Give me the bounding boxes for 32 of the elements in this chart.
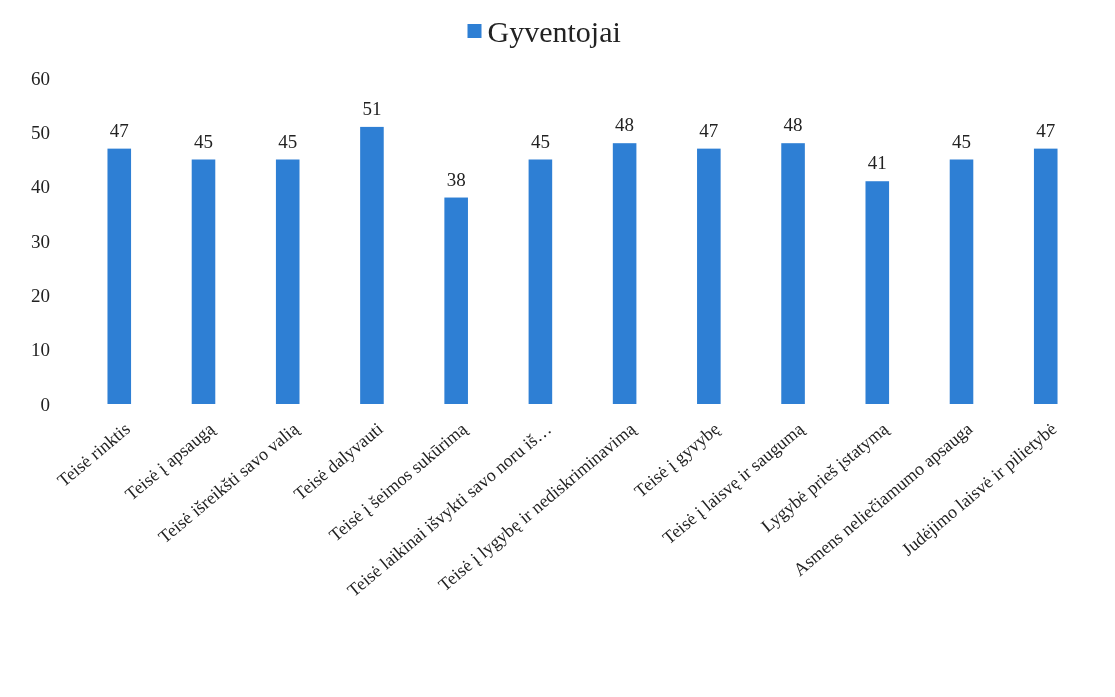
bar [612, 143, 637, 404]
y-tick-label: 20 [31, 284, 50, 306]
data-label: 45 [193, 130, 213, 152]
bar [528, 159, 553, 404]
bar [444, 197, 468, 404]
y-tick-label: 50 [31, 121, 50, 143]
data-label: 47 [1036, 119, 1056, 141]
data-label: 41 [867, 152, 887, 174]
y-tick-label: 60 [31, 67, 50, 89]
bar [275, 159, 300, 404]
data-label: 45 [278, 130, 298, 152]
y-tick-label: 30 [31, 230, 50, 252]
data-label: 45 [952, 130, 972, 152]
data-label: 51 [362, 97, 382, 119]
y-tick-label: 10 [31, 339, 50, 361]
data-label: 47 [109, 119, 129, 141]
bar [107, 148, 132, 404]
bar [191, 159, 216, 404]
bar [781, 143, 805, 404]
bar [865, 181, 890, 404]
bar [697, 148, 721, 404]
data-label: 48 [615, 114, 635, 136]
y-tick-label: 40 [31, 176, 50, 198]
data-label: 38 [446, 168, 466, 190]
y-tick-label: 0 [40, 393, 50, 415]
bar [1033, 148, 1058, 404]
legend-label: Gyventojai [487, 14, 621, 48]
data-label: 47 [699, 119, 719, 141]
bar [949, 159, 974, 404]
data-label: 45 [530, 130, 550, 152]
data-label: 48 [783, 114, 803, 136]
bar [360, 126, 384, 404]
